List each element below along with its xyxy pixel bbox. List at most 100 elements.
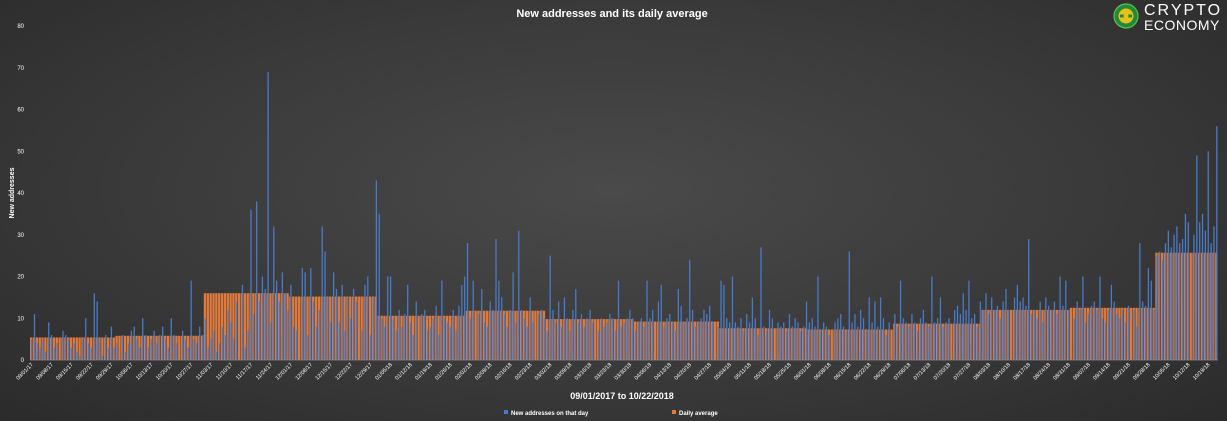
new-addresses-bar [398,309,400,360]
new-addresses-bar [700,318,702,360]
new-addresses-bar [586,318,588,360]
average-bar [1010,309,1013,360]
new-addresses-bar [991,297,993,361]
new-addresses-bar [894,314,896,360]
new-addresses-bar [102,355,104,360]
new-addresses-bar [1204,230,1207,360]
new-addresses-bar [1087,314,1090,360]
new-addresses-bar [147,347,150,360]
y-tick-label: 30 [17,233,24,239]
new-addresses-bar [694,326,697,360]
average-bar [1129,307,1133,360]
x-tick-label: 05/18/18 [753,362,772,381]
new-addresses-bar [412,334,415,360]
new-addresses-series [31,71,1218,361]
new-addresses-bar [871,322,873,360]
new-addresses-bar [1076,301,1078,360]
new-addresses-bar [295,330,298,360]
new-addresses-bar [803,326,805,360]
average-bar [950,323,953,360]
x-tick-label: 08/03/18 [973,362,992,381]
y-tick-label: 10 [17,316,24,322]
new-addresses-bar [546,330,548,360]
new-addresses-bar [290,284,292,360]
new-addresses-bar [1144,305,1147,360]
new-addresses-bar [56,343,58,360]
average-bar [58,337,61,360]
x-tick-label: 06/22/18 [853,362,872,381]
new-addresses-bar [130,330,132,360]
new-addresses-bar [666,318,668,360]
new-addresses-bar [788,314,791,360]
new-addresses-bar [159,334,161,360]
new-addresses-bar [1170,247,1172,360]
new-addresses-bar [501,297,503,361]
new-addresses-bar [766,330,768,360]
new-addresses-bar [674,330,677,360]
new-addresses-bar [264,289,266,360]
new-addresses-bar [934,322,936,360]
average-bar [215,293,218,360]
new-addresses-bar [1096,309,1098,360]
x-tick-label: 03/30/18 [614,362,633,381]
new-addresses-bar [469,318,472,360]
new-addresses-bar [805,301,808,360]
new-addresses-bar [93,293,95,360]
x-tick-label: 09/08/17 [35,362,54,381]
average-bar [297,296,301,360]
new-addresses-bar [726,318,728,360]
average-bar [243,293,247,360]
average-bar [237,293,241,360]
x-tick-label: 03/16/18 [574,362,593,381]
new-addresses-bar [1008,309,1010,360]
x-tick-label: 04/20/18 [674,362,693,381]
new-addresses-bar [1216,126,1218,360]
new-addresses-bar [526,326,528,360]
x-axis: 09/01/17 09/08/17 09/15/17 09/22/17 09/29/17… [15,362,1211,381]
x-tick-label: 06/29/18 [873,362,892,381]
new-addresses-bar [717,326,719,360]
new-addresses-bar [728,322,731,360]
new-addresses-bar [139,347,141,360]
new-addresses-bar [1002,301,1004,360]
new-addresses-bar [110,326,113,360]
new-addresses-bar [338,322,340,360]
new-addresses-bar [877,326,879,360]
new-addresses-bar [392,318,395,360]
new-addresses-bar [42,339,44,361]
x-tick-label: 02/23/18 [514,362,533,381]
new-addresses-bar [1079,309,1081,360]
new-addresses-bar [332,272,335,360]
new-addresses-bar [36,343,38,360]
new-addresses-bar [466,243,469,360]
crypto-economy-logo: CRYPTO ECONOMY [1113,2,1223,33]
x-tick-label: 09/21/18 [1112,362,1131,381]
new-addresses-bar [945,322,947,360]
new-addresses-bar [757,334,759,360]
new-addresses-bar [854,314,856,360]
y-axis: 0 10 20 30 40 50 60 70 80 [17,24,24,364]
new-addresses-bar [723,284,725,360]
new-addresses-bar [162,326,164,360]
new-addresses-bar [982,309,984,360]
new-addresses-bar [503,314,506,360]
new-addresses-bar [113,347,115,360]
new-addresses-bar [646,280,648,360]
new-addresses-bar [709,305,711,360]
new-addresses-bar [999,318,1001,360]
new-addresses-bar [136,339,138,361]
average-bar [360,296,363,360]
new-addresses-bar [321,226,323,360]
new-addresses-bar [1124,322,1127,360]
new-addresses-bar [842,326,845,360]
x-tick-label: 09/28/18 [1132,362,1151,381]
new-addresses-bar [760,247,762,360]
x-tick-label: 08/31/18 [1052,362,1071,381]
y-tick-label: 20 [17,275,24,281]
logo-word-economy: ECONOMY [1144,17,1220,33]
new-addresses-bar [956,305,959,360]
new-addresses-bar [435,305,437,360]
new-addresses-bar [1030,314,1033,360]
x-axis-label: 09/01/2017 to 10/22/2018 [570,391,674,401]
new-addresses-bar [558,301,560,360]
